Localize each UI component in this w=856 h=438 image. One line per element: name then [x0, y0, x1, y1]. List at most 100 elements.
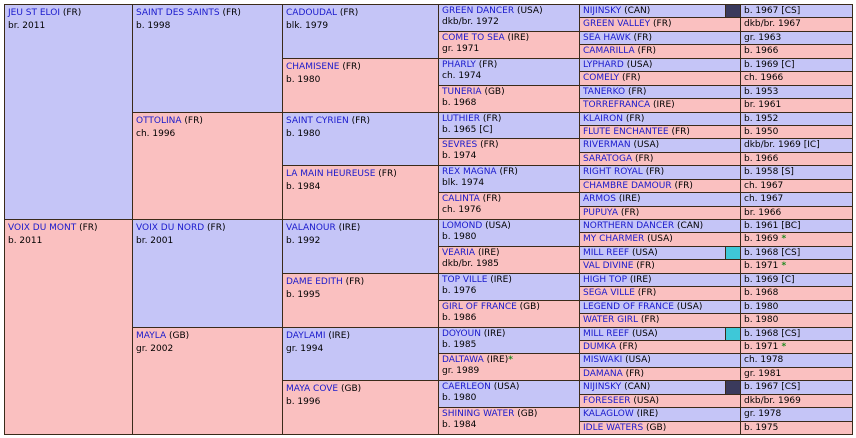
horse-name-link[interactable]: FLUTE ENCHANTEE [583, 127, 669, 137]
horse-name-line: VOIX DU MONT (FR) [8, 222, 130, 235]
horse-info: ch. 1974 [442, 71, 482, 81]
horse-name-link[interactable]: GIRL OF FRANCE [442, 302, 517, 312]
horse-name-link[interactable]: VOIX DU MONT [8, 223, 77, 233]
horse-name-link[interactable]: MY CHARMER [583, 234, 645, 244]
horse-cell: VOIX DU MONT (FR) b. 2011 [4, 219, 133, 435]
country-code: (IRE) [480, 329, 506, 339]
horse-name-line: LOMOND (USA) [442, 221, 577, 232]
horse-name-link[interactable]: LEGEND OF FRANCE [583, 302, 674, 312]
country-code: (GB) [514, 409, 538, 419]
color-swatch [725, 247, 740, 259]
horse-cell: REX MAGNA (FR) blk. 1974 [438, 165, 580, 193]
country-code: (FR) [619, 73, 641, 83]
horse-cell: MAYLA (GB) gr. 2002 [132, 327, 283, 435]
horse-cell: LA MAIN HEUREUSE (FR) b. 1984 [282, 165, 439, 220]
country-code: (FR) [625, 87, 647, 97]
horse-name-link[interactable]: COMELY [583, 73, 620, 83]
horse-name-line: CAERLEON (USA) [442, 382, 577, 393]
horse-name-link[interactable]: KLAIRON [583, 114, 624, 124]
horse-info-cell: dkb/br. 1969 [740, 394, 853, 408]
horse-name-link[interactable]: REX MAGNA [442, 167, 497, 177]
horse-name-link[interactable]: VEARIA [442, 248, 476, 258]
horse-name-link[interactable]: CHAMBRE DAMOUR [583, 181, 672, 191]
country-code: (FR) [633, 261, 655, 271]
horse-name-link[interactable]: HIGH TOP [583, 275, 628, 285]
horse-cell: DALTAWA (IRE)* gr. 1989 [438, 353, 580, 381]
horse-name-link[interactable]: LA MAIN HEUREUSE [286, 169, 376, 179]
horse-name-link[interactable]: NIJINSKY [583, 6, 622, 16]
horse-name-link[interactable]: VALANOUR [286, 223, 336, 233]
horse-name-line: TUNERIA (GB) [442, 87, 577, 98]
horse-name-link[interactable]: RIGHT ROYAL [583, 167, 643, 177]
horse-cell: KLAIRON (FR) [579, 112, 741, 126]
horse-name-link[interactable]: DAMANA [583, 369, 623, 379]
horse-name-link[interactable]: VAL DIVINE [583, 261, 634, 271]
horse-name-link[interactable]: LOMOND [442, 221, 483, 231]
horse-name-link[interactable]: CALINTA [442, 194, 480, 204]
horse-name-link[interactable]: CAMARILLA [583, 46, 635, 56]
horse-name-link[interactable]: KALAGLOW [583, 409, 634, 419]
horse-name-link[interactable]: LYPHARD [583, 60, 624, 70]
horse-cell: SEGA VILLE (FR) [579, 286, 741, 301]
horse-name-link[interactable]: NORTHERN DANCER [583, 221, 675, 231]
horse-name-link[interactable]: OTTOLINA [136, 116, 182, 126]
horse-name-link[interactable]: TANERKO [583, 87, 626, 97]
country-code: (IRE) [487, 275, 512, 285]
horse-name-link[interactable]: SEA HAWK [583, 33, 631, 43]
horse-cell: DAYLAMI (IRE) gr. 1994 [282, 327, 439, 381]
horse-name-link[interactable]: SAINT CYRIEN [286, 116, 349, 126]
horse-name-link[interactable]: WATER GIRL [583, 315, 639, 325]
horse-name-link[interactable]: NIJINSKY [583, 382, 622, 392]
horse-info: b. 1967 [CS] [744, 6, 801, 16]
horse-name-link[interactable]: JEU ST ELOI [8, 8, 60, 18]
horse-info: b. 1985 [442, 340, 477, 350]
horse-info: b. 1980 [442, 393, 477, 403]
horse-name-link[interactable]: SEGA VILLE [583, 288, 635, 298]
horse-name-link[interactable]: TUNERIA [442, 87, 482, 97]
horse-info: gr. 1963 [744, 33, 782, 43]
horse-name-link[interactable]: PUPUYA [583, 208, 618, 218]
horse-name-link[interactable]: DALTAWA [442, 355, 484, 365]
horse-name-line: REX MAGNA (FR) [442, 167, 577, 178]
horse-name-link[interactable]: MILL REEF [583, 248, 630, 258]
horse-name-link[interactable]: FORESEER [583, 396, 631, 406]
horse-name-link[interactable]: COME TO SEA [442, 33, 505, 43]
horse-name-link[interactable]: CAERLEON [442, 382, 491, 392]
horse-name-link[interactable]: TORREFRANCA [583, 100, 651, 110]
horse-name-link[interactable]: MAYLA [136, 331, 167, 341]
horse-name-link[interactable]: GREEN VALLEY [583, 19, 651, 29]
horse-cell: NORTHERN DANCER (CAN) [579, 219, 741, 233]
horse-cell: SAINT DES SAINTS (FR) b. 1998 [132, 4, 283, 113]
horse-name-link[interactable]: SHINING WATER [442, 409, 515, 419]
horse-name-link[interactable]: ARMOS [583, 194, 616, 204]
horse-name-link[interactable]: CADOUDAL [286, 8, 337, 18]
horse-name-link[interactable]: DOYOUN [442, 329, 481, 339]
horse-name-link[interactable]: CHAMISENE [286, 62, 340, 72]
country-code: (FR) [668, 127, 690, 137]
horse-info-cell: b. 1953 [740, 85, 853, 99]
horse-name-link[interactable]: IDLE WATERS [583, 423, 644, 433]
star-marker: * [778, 342, 787, 352]
horse-name-link[interactable]: SAINT DES SAINTS [136, 8, 220, 18]
horse-cell: SEA HAWK (FR) [579, 31, 741, 45]
horse-cell: MISWAKI (USA) [579, 353, 741, 368]
horse-name-link[interactable]: TOP VILLE [442, 275, 488, 285]
horse-name-link[interactable]: GREEN DANCER [442, 6, 515, 16]
horse-name-link[interactable]: MISWAKI [583, 355, 623, 365]
horse-name-link[interactable]: MAYA COVE [286, 384, 339, 394]
horse-name-link[interactable]: DAYLAMI [286, 331, 326, 341]
horse-name-link[interactable]: SEVRES [442, 140, 478, 150]
country-code: (FR) [342, 277, 365, 287]
horse-name-link[interactable]: SARATOGA [583, 154, 633, 164]
horse-info: dkb/br. 1969 [744, 396, 801, 406]
horse-name-link[interactable]: DUMKA [583, 342, 617, 352]
horse-name-link[interactable]: MILL REEF [583, 329, 630, 339]
horse-name-link[interactable]: PHARLY [442, 60, 476, 70]
star-marker: * [508, 355, 513, 365]
horse-name-link[interactable]: LUTHIER [442, 114, 481, 124]
country-code: (IRE) [615, 194, 641, 204]
horse-name-link[interactable]: DAME EDITH [286, 277, 343, 287]
horse-name-link[interactable]: VOIX DU NORD [136, 223, 205, 233]
horse-cell: GREEN VALLEY (FR) [579, 17, 741, 32]
horse-name-link[interactable]: RIVERMAN [583, 140, 631, 150]
